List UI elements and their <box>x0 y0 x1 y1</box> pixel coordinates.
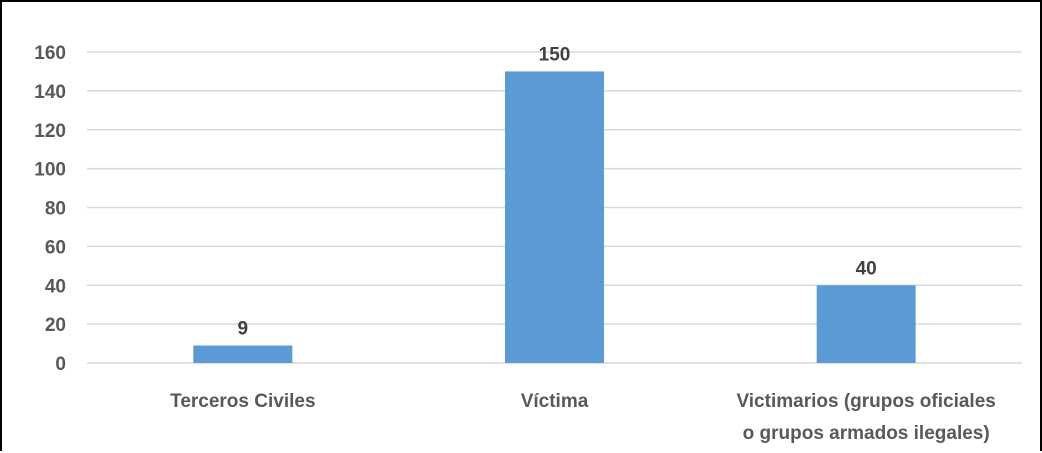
data-label: 40 <box>856 258 877 279</box>
x-axis-category-labels: Terceros Civiles Víctima Victimarios (grup… <box>170 391 996 444</box>
data-label: 150 <box>539 44 571 65</box>
x-category-label: o grupos armados ilegales) <box>743 423 990 444</box>
x-category-label: Terceros Civiles <box>170 391 315 412</box>
x-category-label: Víctima <box>521 391 589 412</box>
y-tick-label: 80 <box>45 199 66 220</box>
data-label: 9 <box>238 319 249 340</box>
y-tick-label: 20 <box>45 315 66 336</box>
y-tick-label: 100 <box>34 160 66 181</box>
y-axis-tick-labels: 0 20 40 60 80 100 120 140 160 <box>34 43 66 375</box>
data-labels: 9 150 40 <box>238 44 877 339</box>
bar <box>505 71 604 363</box>
bar <box>816 285 916 363</box>
y-tick-label: 120 <box>34 121 66 142</box>
y-tick-label: 140 <box>34 82 66 103</box>
y-tick-label: 160 <box>34 43 66 64</box>
x-category-label: Victimarios (grupos oficiales <box>736 391 995 412</box>
y-tick-label: 60 <box>45 237 66 258</box>
bars <box>193 71 916 363</box>
y-tick-label: 40 <box>45 276 66 297</box>
bar <box>193 345 293 363</box>
y-tick-label: 0 <box>55 354 66 375</box>
